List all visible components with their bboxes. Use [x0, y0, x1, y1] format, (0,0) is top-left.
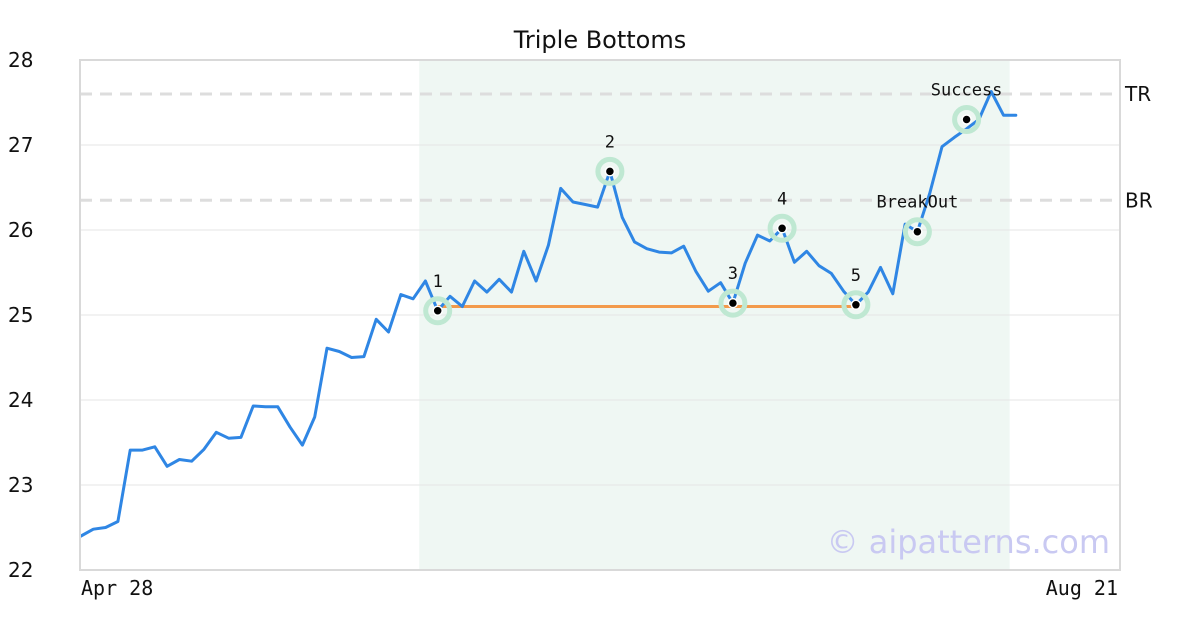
y-tick-label: 23 [8, 473, 33, 497]
pivot-marker: 1 [423, 272, 453, 326]
level-label: TR [1124, 82, 1151, 106]
pivot-label: 2 [605, 132, 615, 152]
pivot-points: 1 2 3 4 5 BreakOut Success [423, 81, 1003, 326]
y-tick-label: 26 [8, 218, 33, 242]
pivot-marker: Success [931, 81, 1003, 134]
pivot-dot [776, 223, 788, 234]
pivot-marker: 3 [718, 264, 748, 318]
pivot-ring [952, 105, 982, 134]
pivot-ring [902, 217, 932, 247]
pivot-dot [850, 299, 862, 311]
pivot-ring [767, 213, 797, 243]
x-tick-label: Apr 28 [81, 576, 153, 600]
watermark: © aipatterns.com [827, 523, 1110, 561]
pivot-label: 4 [777, 189, 787, 209]
price-series [79, 90, 1018, 538]
pivot-ring [595, 156, 625, 186]
pivot-dot [727, 297, 739, 309]
y-tick-label: 27 [8, 133, 33, 157]
plot-frame [79, 59, 1121, 571]
grid [80, 144, 1120, 486]
pivot-label: Success [931, 81, 1003, 101]
y-tick-label: 22 [8, 558, 33, 582]
pivot-marker: 2 [595, 132, 625, 186]
pivot-marker: 5 [841, 266, 871, 320]
price-line [79, 90, 1018, 538]
level-label: BR [1125, 188, 1153, 212]
pivot-label: BreakOut [876, 193, 958, 213]
chart-title: Triple Bottoms [513, 26, 687, 54]
pivot-marker: BreakOut [876, 193, 958, 247]
pivot-label: 5 [851, 266, 861, 286]
x-tick-label: Aug 21 [1046, 576, 1118, 600]
pivot-ring [841, 290, 871, 320]
pivot-ring [423, 296, 453, 326]
y-tick-label: 28 [8, 48, 33, 72]
pivot-ring [718, 288, 748, 318]
pivot-label: 3 [728, 264, 738, 284]
pivot-dot [604, 166, 616, 177]
pivot-marker: 4 [767, 189, 797, 243]
y-tick-label: 25 [8, 303, 33, 327]
y-tick-label: 24 [8, 388, 33, 412]
pivot-dot [912, 226, 923, 237]
pivot-dot [961, 114, 972, 125]
pivot-dot [432, 305, 443, 316]
pivot-label: 1 [433, 272, 443, 292]
